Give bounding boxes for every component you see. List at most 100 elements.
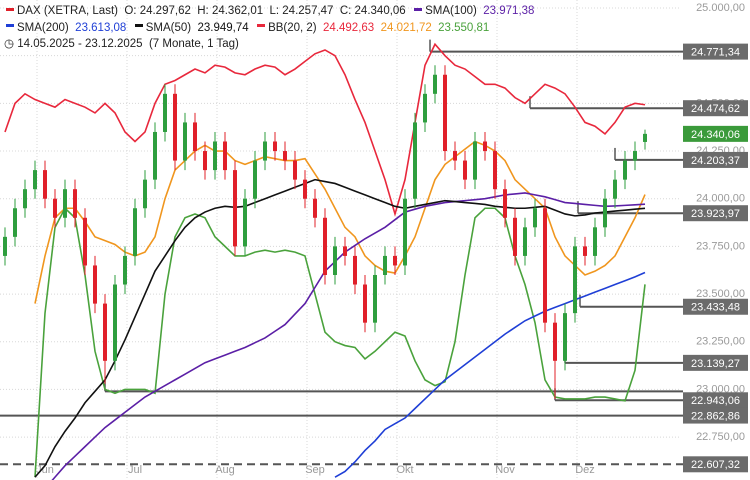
y-tick-label: 24.000,00 xyxy=(696,193,745,205)
candle-body xyxy=(483,141,487,152)
x-tick-label: Jun xyxy=(36,464,54,476)
candle-body xyxy=(143,179,147,209)
candle-body xyxy=(213,141,217,171)
legend-swatch xyxy=(6,7,14,11)
level-label: 22.943,06 xyxy=(691,395,740,407)
level-label-box xyxy=(683,354,748,371)
candle-body xyxy=(383,255,387,275)
legend-name: BB(20, 2) xyxy=(268,21,317,34)
candle-body xyxy=(183,122,187,161)
candle-body xyxy=(193,122,197,152)
legend-value: 24.021,72 xyxy=(380,21,432,34)
candle-body xyxy=(43,170,47,199)
x-tick-label: Okt xyxy=(396,464,413,476)
x-tick-label: Jul xyxy=(128,464,142,476)
candle-body xyxy=(533,208,537,228)
candle-body xyxy=(553,322,557,361)
last-price-label: 24.340,06 xyxy=(691,129,740,141)
candle-body xyxy=(633,151,637,161)
candle-body xyxy=(3,236,7,256)
legend-swatch xyxy=(414,7,423,11)
legend-row: ◷ 14.05.2025 - 23.12.2025 (7 Monate, 1 T… xyxy=(4,36,534,53)
candle-body xyxy=(373,274,377,323)
level-label: 23.923,97 xyxy=(691,208,740,220)
candle-body xyxy=(83,217,87,266)
level-label: 22.862,86 xyxy=(691,410,740,422)
candle-body xyxy=(153,131,157,180)
candle-body xyxy=(133,208,137,256)
candle-body xyxy=(33,170,37,190)
legend: DAX (XETRA, Last) O: 24.297,62 H: 24.362… xyxy=(4,3,534,53)
candle-body xyxy=(583,246,587,256)
candle-body xyxy=(403,198,407,266)
level-label-box xyxy=(683,392,748,409)
last-price-box xyxy=(683,125,748,142)
candle-body xyxy=(103,303,107,361)
candle-body xyxy=(23,189,27,209)
candle-body xyxy=(93,265,97,304)
candle-body xyxy=(523,227,527,256)
candle-body xyxy=(423,93,427,123)
candle-body xyxy=(273,141,277,152)
legend-swatch xyxy=(257,24,266,28)
candle-body xyxy=(333,246,337,275)
level-label: 24.474,62 xyxy=(691,103,740,115)
level-label-box xyxy=(683,100,748,117)
level-label-box xyxy=(683,205,748,222)
candle-body xyxy=(493,151,497,190)
y-tick-label: 22.750,00 xyxy=(696,431,745,443)
candle-body xyxy=(343,246,347,256)
candle-body xyxy=(313,198,317,218)
candle-body xyxy=(563,313,567,361)
candle-body xyxy=(513,217,517,256)
candle-body xyxy=(443,74,447,152)
candle-body xyxy=(283,151,287,161)
candle-body xyxy=(543,208,547,323)
candle-body xyxy=(113,284,117,361)
candle-body xyxy=(353,255,357,285)
quote-value: O: 24.297,62 xyxy=(124,5,191,17)
candle-body xyxy=(453,151,457,161)
candle-body xyxy=(63,189,67,218)
candle-body xyxy=(253,160,257,199)
quote-value: L: 24.257,47 xyxy=(269,5,334,17)
candle-body xyxy=(223,141,227,171)
legend-row: DAX (XETRA, Last) O: 24.297,62 H: 24.362… xyxy=(4,3,534,20)
candle-body xyxy=(363,284,367,323)
level-label-box xyxy=(683,456,748,473)
level-label: 22.607,32 xyxy=(691,459,740,471)
candle-body xyxy=(73,189,77,218)
legend-swatch xyxy=(6,24,14,28)
legend-name: SMA(100) xyxy=(425,5,477,17)
candle-body xyxy=(233,170,237,247)
legend-name: SMA(50) xyxy=(145,21,192,34)
candle-body xyxy=(463,160,467,180)
y-tick-label: 23.500,00 xyxy=(696,288,745,300)
candle-body xyxy=(163,93,167,132)
sma-line xyxy=(34,178,646,478)
candle-body xyxy=(203,151,207,171)
bollinger-band xyxy=(4,42,646,217)
candle-body xyxy=(573,246,577,314)
candle-body xyxy=(613,179,617,199)
candle-body xyxy=(263,141,267,161)
x-tick-label: Dez xyxy=(575,464,595,476)
level-label: 24.771,34 xyxy=(691,47,740,59)
candle-body xyxy=(293,160,297,180)
candle-body xyxy=(603,198,607,228)
candle-body xyxy=(173,93,177,161)
candle-body xyxy=(643,133,647,142)
y-tick-label: 23.250,00 xyxy=(696,336,745,348)
quote-value: C: 24.340,06 xyxy=(339,5,406,17)
x-tick-label: Sep xyxy=(305,464,325,476)
candle-body xyxy=(323,217,327,275)
period: 14.05.2025 - 23.12.2025 xyxy=(17,38,143,50)
candle-body xyxy=(123,255,127,285)
legend-swatch xyxy=(134,24,143,28)
level-label-box xyxy=(683,407,748,424)
candle-body xyxy=(593,227,597,256)
x-tick-label: Aug xyxy=(215,464,235,476)
clock-icon: ◷ xyxy=(4,38,18,50)
